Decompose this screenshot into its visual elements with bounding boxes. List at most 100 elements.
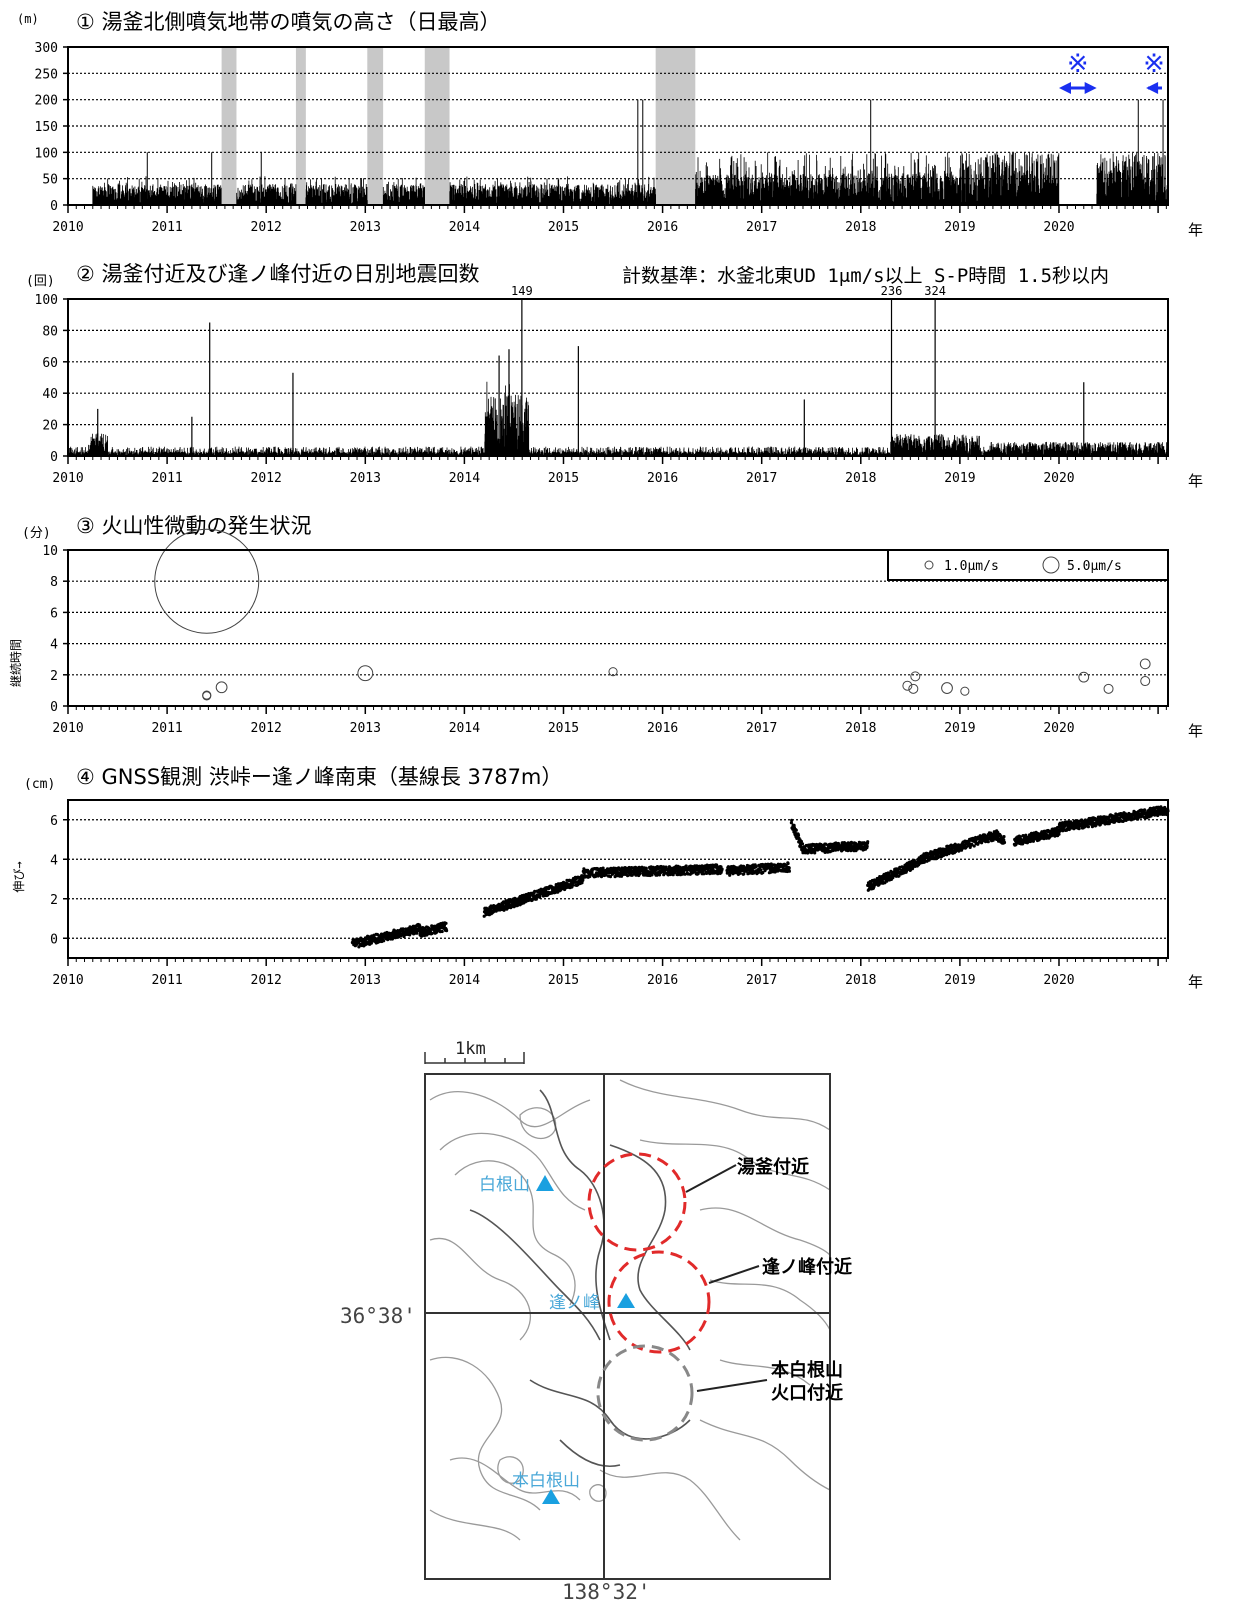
panel3-frame (67, 549, 1169, 707)
y-tick-label: 250 (35, 67, 58, 82)
peak-icon-shiranesan (536, 1175, 554, 1191)
panel1-unit: (m) (17, 12, 39, 26)
x-tick-label: 2014 (449, 471, 480, 486)
panel2-year-unit: 年 (1188, 472, 1203, 490)
earthquake-peak-label: 324 (924, 284, 946, 298)
arrow-left-icon (1146, 82, 1159, 94)
y-tick-label: 0 (50, 199, 58, 214)
y-tick-label: 4 (50, 638, 58, 653)
peak-label-ainomine: 逢ノ峰 (549, 1293, 600, 1313)
x-tick-label: 2017 (746, 973, 777, 988)
y-tick-label: 4 (50, 853, 58, 868)
panel3-year-unit: 年 (1188, 722, 1203, 740)
y-tick-label: 6 (50, 606, 58, 621)
arrow-left-icon (1058, 82, 1071, 94)
tremor-point (1078, 671, 1090, 683)
tremor-point (902, 680, 913, 691)
panel3-ylabel: 継続時間 (8, 639, 23, 687)
tremor-point (202, 691, 212, 701)
y-tick-label: 200 (35, 94, 58, 109)
motoshirane-crater-area-circle (596, 1344, 694, 1442)
x-tick-label: 2014 (449, 220, 480, 235)
topo-contours (429, 1079, 831, 1541)
peak-label-motoshiranesan: 本白根山 (512, 1471, 580, 1491)
yugama-area-circle (587, 1152, 687, 1252)
note-marker: ※ (1067, 49, 1089, 79)
panel4-frame (67, 799, 1169, 959)
tremor-point (154, 528, 260, 634)
y-tick-label: 20 (42, 419, 58, 434)
x-tick-label: 2020 (1043, 973, 1074, 988)
x-tick-label: 2018 (845, 471, 876, 486)
x-tick-label: 2013 (350, 973, 381, 988)
panel2-note: 計数基準：水釜北東UD 1μm/s以上 S-P時間 1.5秒以内 (622, 265, 1110, 287)
missing-data-period (367, 47, 384, 205)
peak-label-shiranesan: 白根山 (479, 1175, 530, 1195)
x-tick-label: 2015 (548, 721, 579, 736)
x-tick-label: 2019 (944, 471, 975, 486)
x-tick-label: 2017 (746, 220, 777, 235)
tremor-point (608, 667, 618, 677)
panel1-year-unit: 年 (1188, 221, 1203, 239)
y-tick-label: 2 (50, 893, 58, 908)
x-tick-label: 2012 (251, 471, 282, 486)
x-tick-label: 2020 (1043, 721, 1074, 736)
earthquake-peak-label: 236 (881, 284, 903, 298)
x-tick-label: 2010 (52, 220, 83, 235)
x-tick-label: 2010 (52, 471, 83, 486)
panel3-legend: 1.0μm/s 5.0μm/s (887, 549, 1169, 581)
tremor-point (910, 671, 921, 682)
peak-icon-ainomine (617, 1293, 635, 1308)
legend-large-circle (1042, 556, 1060, 574)
x-tick-label: 2014 (449, 973, 480, 988)
legend-small-circle (924, 560, 934, 570)
gnss-baseline-chart: (cm) 伸び→ 0 2 4 6 2010 2011 2012 2013 2014 2015 20… (12, 777, 1203, 991)
x-tick-label: 2011 (151, 220, 182, 235)
x-tick-label: 2017 (746, 471, 777, 486)
area-label-motoshirane: 本白根山 (771, 1359, 843, 1381)
x-tick-label: 2017 (746, 721, 777, 736)
tremor-point (357, 665, 374, 682)
x-tick-label: 2011 (151, 471, 182, 486)
y-tick-label: 8 (50, 575, 58, 590)
panel1-title: ① 湯釜北側噴気地帯の噴気の高さ（日最高） (76, 10, 501, 34)
x-tick-label: 2018 (845, 220, 876, 235)
ainomine-area-circle (607, 1250, 711, 1354)
latitude-label: 36°38' (340, 1304, 416, 1328)
y-tick-label: 10 (42, 544, 58, 559)
x-tick-label: 2010 (52, 721, 83, 736)
panel2-title: ② 湯釜付近及び逢ノ峰付近の日別地震回数 (76, 262, 480, 286)
earthquake-count-chart: (回) 0 20 40 60 80 100 2010 2011 2012 2013 2014 201… (26, 274, 1203, 490)
panel4-year-unit: 年 (1188, 973, 1203, 991)
x-tick-label: 2015 (548, 973, 579, 988)
tremor-point (908, 683, 919, 694)
x-tick-label: 2012 (251, 721, 282, 736)
y-tick-label: 0 (50, 450, 58, 465)
crater-rim-lines (469, 1089, 691, 1467)
x-tick-label: 2015 (548, 220, 579, 235)
x-tick-label: 2011 (151, 973, 182, 988)
panel3-unit: (分) (22, 526, 51, 541)
y-tick-label: 0 (50, 932, 58, 947)
y-tick-label: 2 (50, 669, 58, 684)
x-tick-label: 2014 (449, 721, 480, 736)
x-tick-label: 2012 (251, 973, 282, 988)
tremor-point (215, 681, 228, 694)
x-tick-label: 2010 (52, 973, 83, 988)
x-tick-label: 2018 (845, 973, 876, 988)
x-tick-label: 2013 (350, 471, 381, 486)
x-tick-label: 2016 (647, 973, 678, 988)
area-label-yugama: 湯釜付近 (737, 1156, 809, 1178)
x-tick-label: 2016 (647, 220, 678, 235)
panel4-title: ④ GNSS観測 渋峠ー逢ノ峰南東（基線長 3787m） (76, 765, 563, 789)
area-label-ainomine: 逢ノ峰付近 (762, 1256, 852, 1278)
panel3-title: ③ 火山性微動の発生状況 (76, 514, 312, 538)
tremor-point (941, 682, 953, 694)
panel1-frame (67, 46, 1169, 206)
x-tick-label: 2020 (1043, 220, 1074, 235)
y-tick-label: 80 (42, 324, 58, 339)
x-tick-label: 2019 (944, 721, 975, 736)
x-tick-label: 2016 (647, 721, 678, 736)
tremor-point (960, 686, 970, 696)
x-tick-label: 2015 (548, 471, 579, 486)
